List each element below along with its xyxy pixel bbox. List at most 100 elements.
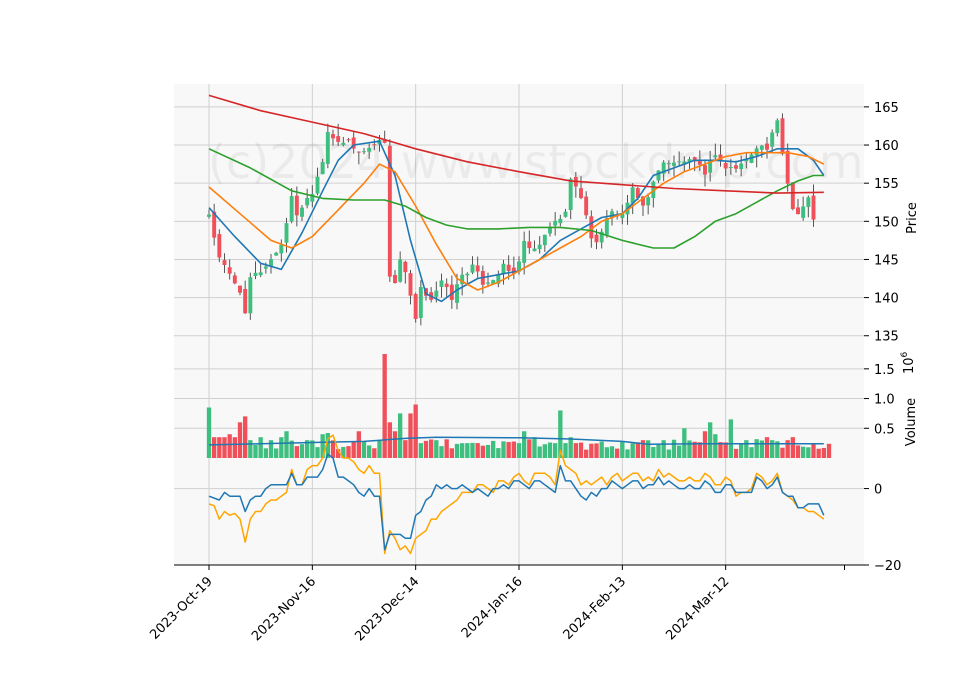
- volume-bar: [242, 416, 248, 458]
- candle-body: [770, 132, 775, 147]
- candle-body: [217, 234, 222, 258]
- candle-body: [403, 261, 408, 273]
- volume-bar: [372, 448, 377, 458]
- price-y-tick-label: 145: [874, 253, 899, 268]
- volume-bar: [744, 440, 749, 458]
- candle-body: [713, 155, 718, 158]
- candle-body: [351, 137, 356, 149]
- candle-body: [744, 159, 749, 162]
- volume-bar: [428, 439, 434, 458]
- oscillator-y-tick-label: 0: [874, 483, 882, 498]
- candle-body: [801, 206, 806, 218]
- volume-bar: [599, 441, 604, 458]
- volume-bar: [444, 439, 449, 458]
- volume-bar: [232, 437, 238, 458]
- volume-bar: [578, 442, 584, 458]
- volume-bar: [563, 443, 568, 458]
- candle-body: [697, 160, 702, 165]
- candle-body: [372, 144, 377, 146]
- volume-bar: [485, 444, 491, 458]
- candle-body: [796, 207, 800, 215]
- volume-bar: [609, 446, 615, 458]
- volume-bar: [728, 419, 734, 458]
- x-tick-label: 2023-Nov-16: [249, 574, 319, 644]
- volume-bar: [676, 445, 682, 458]
- candle-body: [739, 163, 744, 170]
- candle-body: [341, 142, 346, 146]
- candle-body: [486, 282, 490, 284]
- candle-body: [356, 151, 361, 153]
- volume-bar: [237, 422, 243, 458]
- volume-bar: [403, 440, 408, 458]
- volume-bar: [816, 448, 821, 458]
- volume-bar: [310, 440, 315, 458]
- volume-bar: [413, 404, 418, 458]
- candle-body: [449, 284, 454, 300]
- volume-bar: [764, 437, 770, 458]
- volume-bar: [692, 441, 697, 458]
- volume-bar: [702, 431, 708, 458]
- volume-bar: [527, 439, 532, 458]
- candle-body: [532, 248, 537, 252]
- price-y-tick-label: 155: [874, 177, 899, 192]
- volume-bar: [475, 443, 480, 458]
- candle-body: [775, 120, 780, 134]
- volume-bar: [542, 444, 548, 458]
- volume-bar: [620, 441, 625, 458]
- x-tick-label: 2024-Feb-13: [561, 574, 630, 643]
- volume-bar: [800, 446, 806, 458]
- volume-bar: [392, 431, 398, 458]
- price-y-tick-label: 150: [874, 215, 899, 230]
- price-y-tick-label: 140: [874, 292, 899, 307]
- x-tick-label: 2023-Dec-14: [352, 574, 422, 644]
- candle-body: [212, 211, 217, 238]
- candle-body: [491, 280, 496, 285]
- volume-bar: [589, 443, 594, 458]
- volume-bar: [661, 440, 666, 458]
- volume-bar: [630, 443, 635, 458]
- volume-bar: [811, 443, 816, 458]
- sma_mid-line: [208, 151, 825, 291]
- volume-bar: [625, 449, 630, 458]
- osc_main-line: [208, 434, 825, 555]
- candle-body: [465, 273, 470, 276]
- candle-body: [434, 290, 439, 297]
- volume-bar: [687, 440, 692, 458]
- candle-body: [579, 188, 583, 199]
- volume-bar: [227, 434, 232, 458]
- volume-bar: [790, 437, 796, 458]
- candle-body: [811, 195, 816, 220]
- volume-bar: [299, 444, 305, 458]
- candle-body: [780, 118, 785, 154]
- candle-body: [734, 165, 738, 169]
- volume-bar: [490, 440, 496, 458]
- candle-body: [630, 187, 635, 204]
- candle-body: [703, 165, 707, 175]
- candle-body: [542, 234, 547, 246]
- sma_long-line: [208, 94, 824, 194]
- candle-body: [300, 207, 304, 217]
- candle-body: [279, 244, 284, 254]
- candle-body: [677, 161, 682, 163]
- volume-bar: [217, 437, 222, 458]
- volume-bar: [284, 431, 289, 458]
- volume-bar: [470, 442, 475, 458]
- volume-bar: [439, 446, 444, 458]
- candle-body: [367, 147, 372, 152]
- price-y-tick-label: 160: [874, 139, 899, 154]
- volume-bar: [294, 446, 300, 458]
- oscillator-series-layer: [208, 434, 825, 555]
- volume-bar: [211, 437, 217, 458]
- volume-bar: [377, 440, 382, 458]
- candle-body: [475, 265, 480, 272]
- volume-bar: [449, 448, 455, 458]
- volume-bar: [656, 443, 661, 458]
- x-tick-label: 2024-Jan-16: [459, 574, 526, 641]
- candle-body: [387, 145, 392, 277]
- candle-body: [537, 244, 542, 250]
- candle-body: [362, 151, 366, 153]
- volume-bar: [253, 444, 258, 458]
- candle-body: [635, 188, 640, 198]
- volume-bar: [795, 445, 801, 458]
